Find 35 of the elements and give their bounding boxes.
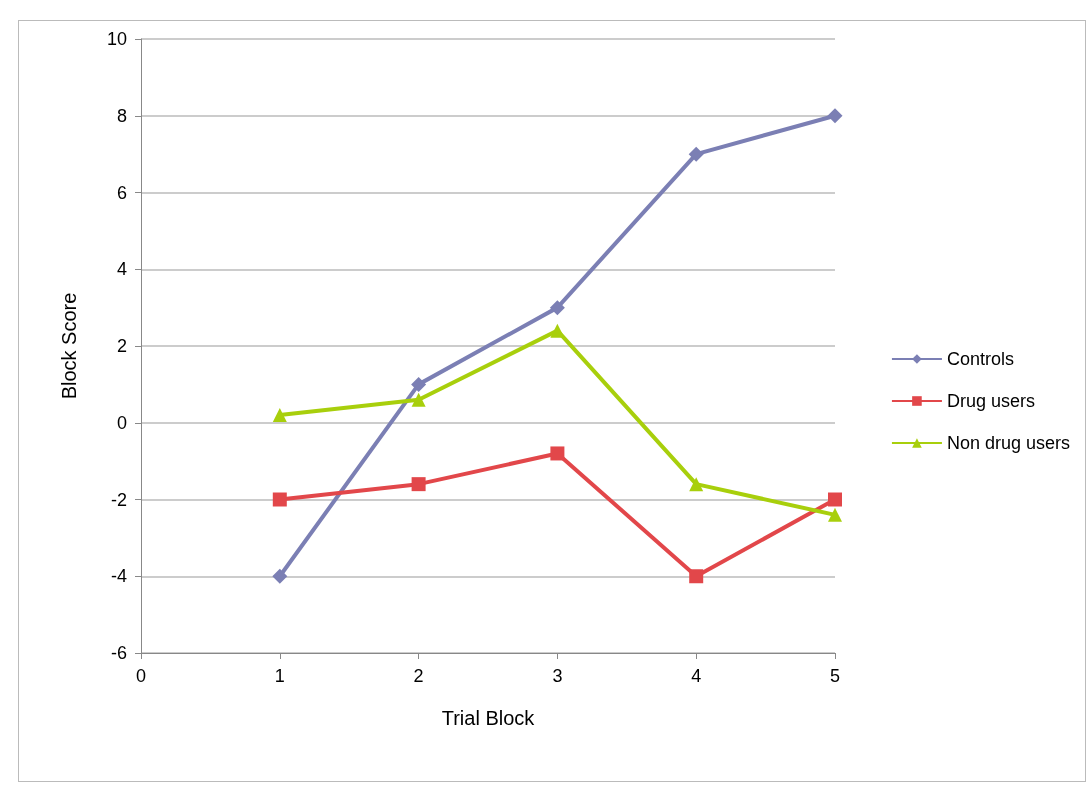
point (550, 323, 565, 338)
point (411, 477, 426, 492)
point (828, 507, 842, 522)
y-tick-label: 8 (116, 105, 127, 126)
point (828, 492, 842, 507)
x-tick-label: 1 (274, 666, 285, 686)
y-axis-title: Block Score (58, 292, 80, 400)
point (272, 492, 287, 507)
point (272, 408, 287, 423)
y-tick-label: 0 (116, 412, 127, 433)
y-tick-label: 6 (116, 182, 127, 203)
y-tick-label: 10 (106, 29, 127, 49)
x-tick-label: 2 (413, 666, 424, 686)
x-tick-label: 3 (552, 666, 563, 686)
point (550, 446, 565, 461)
point (272, 568, 288, 584)
point (411, 392, 426, 407)
y-tick-label: 4 (116, 259, 127, 280)
point (827, 108, 843, 124)
x-tick-label: 0 (135, 666, 147, 686)
point (689, 477, 704, 492)
x-axis-title: Trial Block (441, 707, 536, 729)
point (549, 300, 565, 316)
y-tick-label: -6 (110, 643, 127, 663)
y-tick-label: 2 (116, 336, 127, 356)
y-tick-label: -2 (110, 489, 127, 510)
legend-label: Non drug users (946, 433, 1071, 453)
x-tick-label: 5 (829, 666, 841, 686)
legend-label: Controls (946, 349, 1014, 369)
y-tick-label: -4 (110, 566, 127, 587)
legend-label: Drug users (946, 391, 1035, 411)
point (411, 376, 427, 392)
point (688, 146, 704, 162)
point (689, 569, 704, 584)
x-tick-label: 4 (691, 666, 702, 686)
